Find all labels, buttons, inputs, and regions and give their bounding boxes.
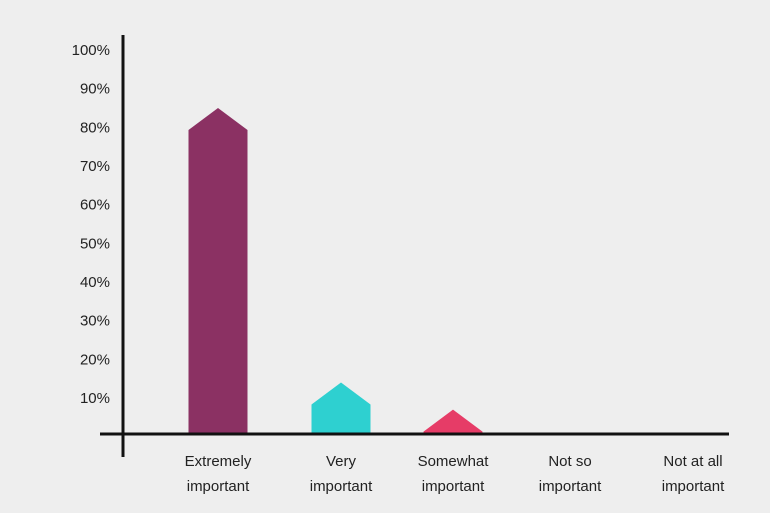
x-category-label: Not at all important: [662, 453, 725, 495]
bar: [311, 382, 371, 433]
y-tick-label: 70%: [80, 158, 110, 175]
y-tick-label: 20%: [80, 351, 110, 368]
y-tick-label: 60%: [80, 197, 110, 214]
x-category-label: Extremely important: [185, 453, 252, 495]
bar: [188, 108, 248, 433]
y-tick-label: 100%: [72, 42, 110, 59]
x-category-label: Very important: [310, 453, 373, 495]
bar: [423, 409, 483, 433]
y-tick-label: 50%: [80, 235, 110, 252]
bars-group: [188, 108, 483, 433]
y-tick-label: 40%: [80, 274, 110, 291]
x-category-label: Somewhat important: [418, 453, 490, 495]
y-tick-label: 30%: [80, 313, 110, 330]
x-category-labels: Extremely important Very important Somewhat i…: [185, 453, 725, 495]
y-tick-label: 80%: [80, 119, 110, 136]
y-tick-labels: 10% 20% 30% 40% 50% 60% 70% 80% 90% 100%: [72, 42, 110, 407]
y-tick-label: 90%: [80, 81, 110, 98]
x-category-label: Not so important: [539, 453, 602, 495]
y-tick-label: 10%: [80, 390, 110, 407]
